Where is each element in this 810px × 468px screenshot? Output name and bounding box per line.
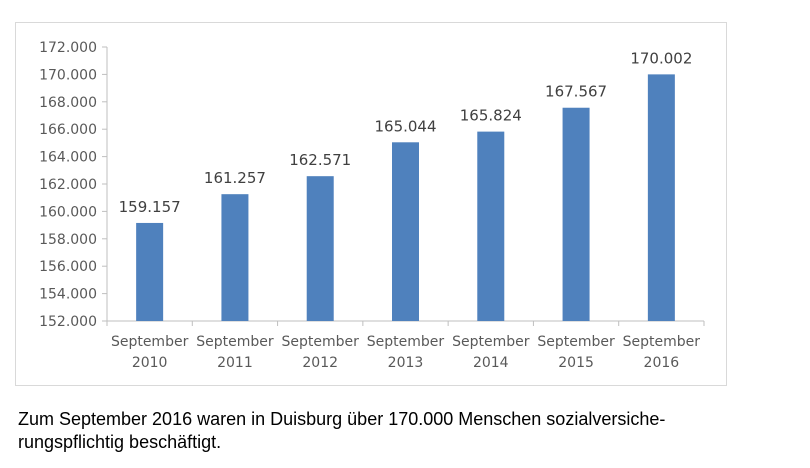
y-tick-label: 168.000 bbox=[39, 95, 97, 111]
data-label: 165.044 bbox=[374, 117, 436, 135]
caption-line-1: Zum September 2016 waren in Duisburg übe… bbox=[18, 409, 666, 429]
bar bbox=[392, 142, 419, 321]
y-tick-label: 170.000 bbox=[39, 67, 97, 83]
y-tick-label: 166.000 bbox=[39, 122, 97, 138]
data-label: 167.567 bbox=[545, 83, 607, 101]
x-tick-label: 2012 bbox=[302, 355, 338, 371]
y-tick-label: 158.000 bbox=[39, 232, 97, 248]
caption-line-2: rungspflichtig beschäftigt. bbox=[18, 432, 222, 452]
data-label: 161.257 bbox=[204, 169, 266, 187]
x-tick-label: 2013 bbox=[388, 355, 424, 371]
bar bbox=[562, 107, 590, 321]
y-tick-label: 156.000 bbox=[39, 259, 97, 275]
bar bbox=[221, 194, 249, 321]
bar bbox=[306, 176, 334, 321]
data-label: 170.002 bbox=[630, 49, 692, 67]
x-tick-label: September bbox=[196, 334, 274, 350]
data-label: 165.824 bbox=[460, 107, 522, 125]
x-tick-label: September bbox=[111, 334, 189, 350]
data-label: 159.157 bbox=[119, 198, 181, 216]
x-tick-label: 2016 bbox=[644, 355, 680, 371]
data-label: 162.571 bbox=[289, 151, 351, 169]
y-tick-label: 160.000 bbox=[39, 204, 97, 220]
x-tick-label: 2015 bbox=[558, 355, 594, 371]
bar bbox=[136, 222, 164, 321]
x-tick-label: 2010 bbox=[132, 355, 168, 371]
x-tick-label: September bbox=[623, 334, 701, 350]
x-tick-label: September bbox=[537, 334, 615, 350]
y-tick-label: 164.000 bbox=[39, 150, 97, 166]
y-tick-label: 162.000 bbox=[39, 177, 97, 193]
bar bbox=[647, 74, 675, 321]
chart-caption: Zum September 2016 waren in Duisburg übe… bbox=[18, 408, 810, 454]
x-tick-label: September bbox=[452, 334, 530, 350]
x-tick-label: 2014 bbox=[473, 355, 509, 371]
y-tick-label: 154.000 bbox=[39, 287, 97, 303]
y-tick-label: 172.000 bbox=[39, 40, 97, 56]
bar bbox=[477, 131, 505, 321]
bar-chart: 152.000 154.000 156.000 158.000 160.000 162.0… bbox=[39, 40, 705, 371]
y-tick-label: 152.000 bbox=[39, 314, 97, 330]
x-tick-label: September bbox=[367, 334, 445, 350]
x-tick-label: September bbox=[282, 334, 360, 350]
chart-frame: 152.000 154.000 156.000 158.000 160.000 162.0… bbox=[15, 22, 727, 386]
x-tick-label: 2011 bbox=[217, 355, 253, 371]
